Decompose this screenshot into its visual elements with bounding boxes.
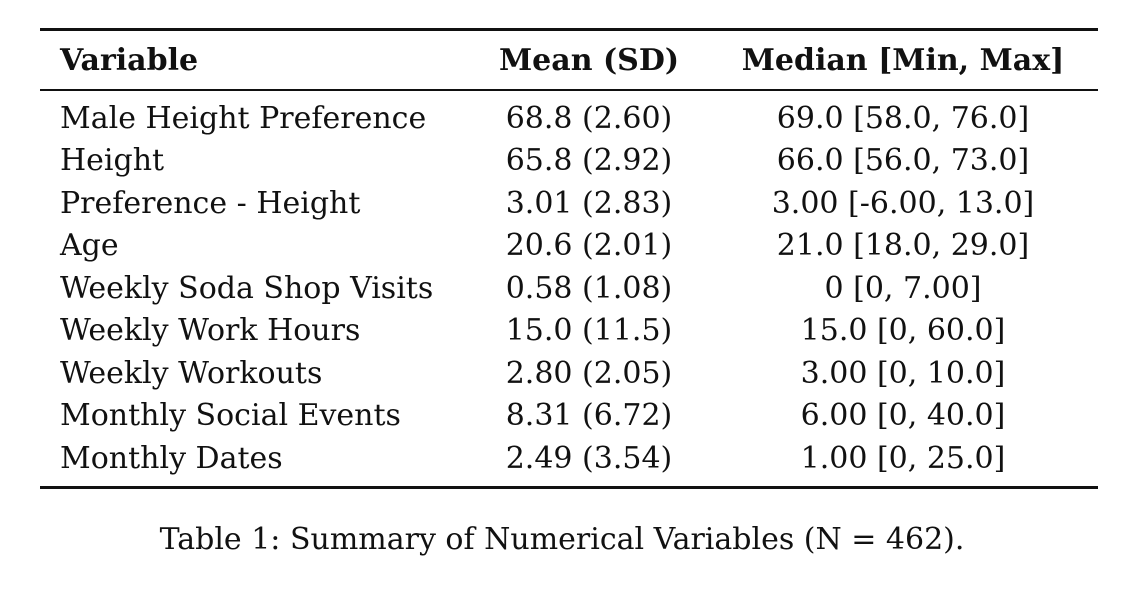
cell-mean-sd: 0.58 (1.08) — [505, 270, 673, 306]
cell-variable: Monthly Dates — [60, 440, 283, 476]
header-mean-sd: Mean (SD) — [498, 42, 680, 78]
table-row: Monthly Dates 2.49 (3.54) 1.00 [0, 25.0] — [40, 437, 1098, 480]
table-row: Male Height Preference 68.8 (2.60) 69.0 … — [40, 97, 1098, 140]
cell-median-range: 21.0 [18.0, 29.0] — [776, 228, 1030, 264]
cell-median-range: 69.0 [58.0, 76.0] — [776, 100, 1030, 136]
cell-variable: Weekly Workouts — [60, 355, 323, 391]
cell-median-range: 6.00 [0, 40.0] — [800, 398, 1006, 434]
top-rule — [40, 28, 1098, 31]
cell-variable: Weekly Soda Shop Visits — [60, 270, 434, 306]
data-table: Variable Mean (SD) Median [Min, Max] — [40, 31, 1098, 89]
cell-variable: Monthly Social Events — [60, 398, 401, 434]
cell-median-range: 15.0 [0, 60.0] — [800, 313, 1006, 349]
table-row: Weekly Soda Shop Visits 0.58 (1.08) 0 [0… — [40, 267, 1098, 310]
cell-median-range: 0 [0, 7.00] — [824, 270, 982, 306]
cell-variable: Male Height Preference — [60, 100, 427, 136]
header-variable: Variable — [60, 42, 199, 78]
summary-table: Variable Mean (SD) Median [Min, Max] Mal… — [40, 28, 1098, 489]
cell-mean-sd: 20.6 (2.01) — [505, 228, 673, 264]
cell-mean-sd: 15.0 (11.5) — [505, 313, 673, 349]
table-row: Height 65.8 (2.92) 66.0 [56.0, 73.0] — [40, 140, 1098, 183]
mid-rule — [40, 89, 1098, 91]
table-row: Weekly Workouts 2.80 (2.05) 3.00 [0, 10.… — [40, 352, 1098, 395]
cell-median-range: 1.00 [0, 25.0] — [800, 440, 1006, 476]
data-table-body: Male Height Preference 68.8 (2.60) 69.0 … — [40, 91, 1098, 486]
cell-median-range: 3.00 [0, 10.0] — [800, 355, 1006, 391]
cell-mean-sd: 2.80 (2.05) — [505, 355, 673, 391]
cell-variable: Weekly Work Hours — [60, 313, 361, 349]
table-caption: Table 1: Summary of Numerical Variables … — [159, 522, 965, 557]
cell-mean-sd: 3.01 (2.83) — [505, 185, 673, 221]
cell-mean-sd: 65.8 (2.92) — [505, 143, 673, 179]
cell-mean-sd: 68.8 (2.60) — [505, 100, 673, 136]
cell-median-range: 3.00 [-6.00, 13.0] — [771, 185, 1035, 221]
table-row: Monthly Social Events 8.31 (6.72) 6.00 [… — [40, 395, 1098, 438]
header-row: Variable Mean (SD) Median [Min, Max] — [40, 31, 1098, 89]
cell-mean-sd: 8.31 (6.72) — [505, 398, 673, 434]
table-row: Weekly Work Hours 15.0 (11.5) 15.0 [0, 6… — [40, 310, 1098, 353]
table-row: Age 20.6 (2.01) 21.0 [18.0, 29.0] — [40, 225, 1098, 268]
header-median-range: Median [Min, Max] — [741, 42, 1065, 78]
cell-variable: Preference - Height — [60, 185, 361, 221]
cell-mean-sd: 2.49 (3.54) — [505, 440, 673, 476]
cell-median-range: 66.0 [56.0, 73.0] — [776, 143, 1030, 179]
bottom-rule — [40, 485, 1098, 489]
cell-variable: Height — [60, 143, 165, 179]
cell-variable: Age — [60, 228, 119, 264]
table-row: Preference - Height 3.01 (2.83) 3.00 [-6… — [40, 182, 1098, 225]
